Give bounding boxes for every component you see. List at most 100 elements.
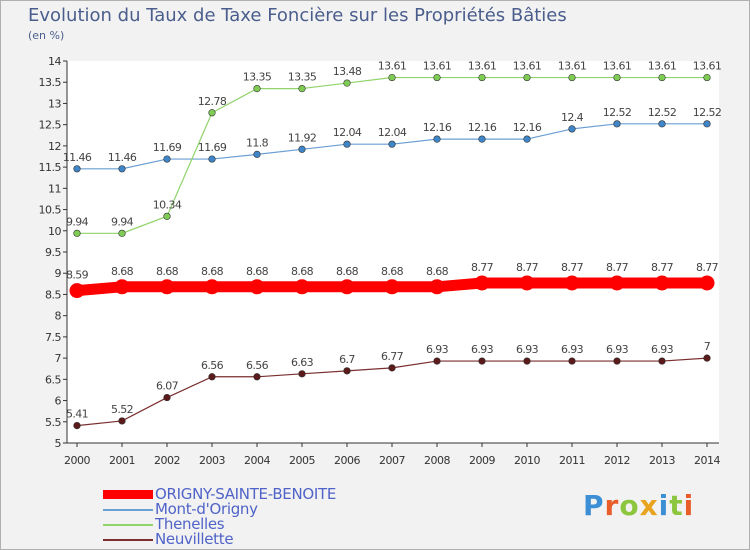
data-point <box>568 357 576 365</box>
data-point <box>208 155 216 163</box>
data-point <box>703 73 711 82</box>
data-point <box>208 373 216 381</box>
data-point <box>564 275 580 291</box>
data-label: 9.94 <box>66 215 89 228</box>
data-point <box>118 417 126 425</box>
legend-swatch <box>103 539 153 541</box>
data-label: 8.77 <box>561 261 584 274</box>
data-point <box>73 229 81 237</box>
data-label: 13.61 <box>693 60 722 73</box>
logo-letter: o <box>619 489 640 522</box>
data-label: 13.61 <box>558 60 587 73</box>
data-point <box>253 373 261 381</box>
logo-letter: i <box>683 489 695 522</box>
x-tick-label: 2007 <box>379 454 405 467</box>
logo-letter: P <box>583 489 605 522</box>
data-label: 13.61 <box>513 60 542 73</box>
data-point <box>253 150 261 158</box>
data-point <box>474 275 490 291</box>
logo-letter: r <box>604 489 620 522</box>
y-tick-label: 5.5 <box>45 416 61 429</box>
data-label: 11.46 <box>63 151 92 164</box>
data-point <box>703 120 711 128</box>
data-label: 8.68 <box>201 265 224 278</box>
data-label: 13.35 <box>288 71 317 84</box>
data-label: 8.68 <box>291 265 314 278</box>
data-point <box>699 275 715 291</box>
data-point <box>613 357 621 365</box>
data-point <box>388 73 396 82</box>
y-tick-label: 10 <box>48 225 61 238</box>
proxiti-logo: Proxiti <box>583 489 694 522</box>
data-label: 6.93 <box>471 343 494 356</box>
data-label: 11.46 <box>108 151 137 164</box>
data-point <box>159 279 175 295</box>
x-tick-label: 2010 <box>514 454 540 467</box>
x-tick-label: 2003 <box>199 454 225 467</box>
data-point <box>114 279 130 295</box>
data-label: 13.35 <box>243 71 272 84</box>
data-label: 12.4 <box>561 111 584 124</box>
data-point <box>163 155 171 163</box>
x-tick-label: 2001 <box>109 454 135 467</box>
data-point <box>478 73 486 82</box>
x-tick-label: 2013 <box>649 454 675 467</box>
data-point <box>118 229 126 237</box>
y-tick-label: 5 <box>55 437 62 450</box>
data-label: 13.61 <box>423 60 452 73</box>
logo-letter: x <box>639 489 659 522</box>
y-tick-label: 11.5 <box>39 161 62 174</box>
data-label: 8.68 <box>381 265 404 278</box>
data-point <box>118 165 126 173</box>
data-point <box>163 393 171 402</box>
data-point <box>433 357 441 365</box>
data-label: 6.77 <box>381 350 404 363</box>
data-label: 6.7 <box>339 353 355 366</box>
legend-swatch <box>103 509 153 511</box>
x-tick-label: 2014 <box>694 454 720 467</box>
data-label: 13.61 <box>603 60 632 73</box>
data-point <box>343 367 351 375</box>
data-point <box>613 120 621 128</box>
y-tick-label: 12 <box>48 140 61 153</box>
data-point <box>69 283 85 299</box>
data-label: 12.16 <box>423 121 452 134</box>
data-label: 12.16 <box>468 121 497 134</box>
y-tick-label: 13 <box>48 97 61 110</box>
data-label: 8.77 <box>606 261 629 274</box>
data-label: 13.61 <box>648 60 677 73</box>
y-tick-label: 9 <box>55 267 62 280</box>
data-label: 6.93 <box>426 343 449 356</box>
data-label: 6.56 <box>201 359 224 372</box>
y-tick-label: 8.5 <box>45 288 61 301</box>
data-label: 6.56 <box>246 359 269 372</box>
data-label: 8.77 <box>651 261 674 274</box>
data-point <box>523 135 531 143</box>
x-tick-label: 2011 <box>559 454 585 467</box>
y-tick-label: 11 <box>48 182 61 195</box>
data-label: 6.63 <box>291 356 314 369</box>
legend-swatch <box>103 490 153 499</box>
data-point <box>73 421 81 430</box>
data-label: 6.93 <box>606 343 629 356</box>
y-tick-label: 8 <box>55 310 62 323</box>
data-point <box>253 84 261 93</box>
data-label: 11.69 <box>153 141 182 154</box>
data-point <box>388 364 396 372</box>
data-label: 8.77 <box>516 261 539 274</box>
data-point <box>613 73 621 82</box>
data-point <box>609 275 625 291</box>
data-label: 13.48 <box>333 65 362 78</box>
data-label: 8.68 <box>426 265 449 278</box>
data-point <box>298 145 306 153</box>
data-label: 6.93 <box>561 343 584 356</box>
x-tick-label: 2006 <box>334 454 360 467</box>
logo-letter: i <box>658 489 670 522</box>
data-label: 12.04 <box>378 126 407 139</box>
legend-label: Neuvillette <box>155 530 234 548</box>
data-label: 11.8 <box>246 136 269 149</box>
data-label: 8.68 <box>246 265 269 278</box>
data-label: 6.93 <box>651 343 674 356</box>
legend-label: Thenelles <box>155 515 225 533</box>
data-point <box>658 120 666 128</box>
